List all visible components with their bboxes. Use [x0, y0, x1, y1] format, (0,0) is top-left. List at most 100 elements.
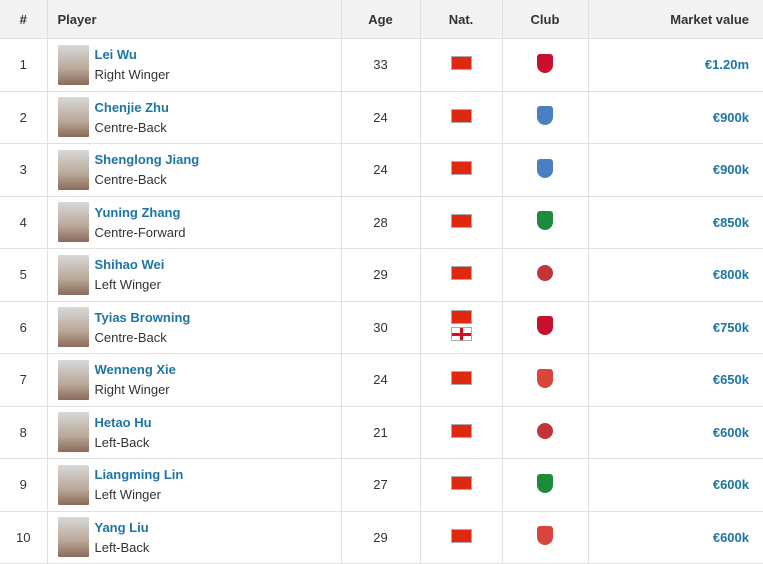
rank: 2: [0, 90, 48, 144]
player-position: Right Winger: [94, 67, 170, 83]
table-row: 6 Tyias Browning Centre-Back 30 €750k: [0, 300, 763, 354]
market-value-link[interactable]: €900k: [712, 162, 749, 178]
nationality-header[interactable]: Nat.: [419, 0, 503, 39]
shanghai-port-crest-icon[interactable]: [537, 316, 553, 336]
player-position: Right Winger: [94, 382, 170, 398]
age: 21: [340, 405, 421, 459]
player-photo[interactable]: [57, 44, 89, 85]
market-value-link[interactable]: €600k: [712, 424, 749, 440]
rank: 3: [0, 143, 48, 197]
player-name-link[interactable]: Liangming Lin: [94, 467, 184, 483]
red-round-crest-icon[interactable]: [537, 265, 553, 282]
shanghai-shenhua-crest-icon[interactable]: [537, 106, 553, 126]
table-row: 9 Liangming Lin Left Winger 27 €600k: [0, 458, 763, 512]
player-name-link[interactable]: Tyias Browning: [94, 309, 191, 325]
player-position: Left-Back: [94, 539, 150, 555]
nationality: [419, 458, 503, 512]
player-photo[interactable]: [57, 149, 89, 190]
red-round-crest-icon[interactable]: [537, 422, 553, 439]
flag-china-icon: [450, 56, 472, 71]
rank: 6: [0, 300, 48, 354]
nationality: [419, 195, 503, 249]
age: 24: [340, 143, 421, 197]
market-value-header[interactable]: Market value: [587, 0, 763, 39]
player-position: Left Winger: [94, 277, 161, 293]
table-row: 5 Shihao Wei Left Winger 29 €800k: [0, 248, 763, 302]
flag-china-icon: [450, 310, 472, 325]
table-row: 10 Yang Liu Left-Back 29 €600k: [0, 510, 763, 564]
player-photo[interactable]: [57, 517, 89, 558]
market-value-link[interactable]: €650k: [712, 372, 749, 388]
shanghai-shenhua-crest-icon[interactable]: [537, 158, 553, 178]
flag-china-icon: [450, 108, 472, 123]
market-value-link[interactable]: €900k: [712, 109, 749, 125]
nationality: [419, 405, 503, 459]
beijing-guoan-crest-icon[interactable]: [537, 211, 553, 231]
rank: 7: [0, 353, 48, 407]
player-name-link[interactable]: Shihao Wei: [94, 257, 165, 273]
beijing-guoan-crest-icon[interactable]: [537, 473, 553, 493]
player-name-link[interactable]: Yang Liu: [94, 519, 149, 535]
player-name-link[interactable]: Wenneng Xie: [94, 362, 176, 378]
flag-england-icon: [450, 327, 472, 342]
nationality: [419, 248, 503, 302]
player-photo[interactable]: [57, 412, 89, 453]
market-value-link[interactable]: €600k: [712, 477, 749, 493]
nationality: [419, 90, 503, 144]
shanghai-port-crest-icon[interactable]: [537, 53, 553, 73]
age: 29: [340, 510, 421, 564]
player-photo[interactable]: [57, 254, 89, 295]
age: 28: [340, 195, 421, 249]
player-photo[interactable]: [57, 307, 89, 348]
player-photo[interactable]: [57, 359, 89, 400]
age: 24: [340, 353, 421, 407]
flag-china-icon: [450, 423, 472, 438]
player-name-link[interactable]: Lei Wu: [94, 47, 137, 63]
nationality: [419, 38, 503, 92]
nationality: [419, 143, 503, 197]
player-photo[interactable]: [57, 464, 89, 505]
table-row: 3 Shenglong Jiang Centre-Back 24 €900k: [0, 143, 763, 197]
rank: 5: [0, 248, 48, 302]
market-value-link[interactable]: €850k: [712, 214, 749, 230]
age: 27: [340, 458, 421, 512]
club-header[interactable]: Club: [501, 0, 589, 39]
nationality: [419, 510, 503, 564]
player-name-link[interactable]: Chenjie Zhu: [94, 99, 169, 115]
rank: 10: [0, 510, 48, 564]
player-position: Centre-Forward: [94, 224, 186, 240]
age: 33: [340, 38, 421, 92]
flag-china-icon: [450, 476, 472, 491]
player-position: Left Winger: [94, 487, 161, 503]
market-value-link[interactable]: €1.20m: [704, 57, 749, 73]
player-position: Centre-Back: [94, 119, 167, 135]
table-row: 2 Chenjie Zhu Centre-Back 24 €900k: [0, 90, 763, 144]
table-row: 1 Lei Wu Right Winger 33 €1.20m: [0, 38, 763, 92]
chengdu-crest-icon[interactable]: [537, 526, 553, 546]
age-header[interactable]: Age: [340, 0, 421, 39]
player-position: Left-Back: [94, 434, 150, 450]
chengdu-crest-icon[interactable]: [537, 368, 553, 388]
market-value-link[interactable]: €750k: [712, 319, 749, 335]
rank: 4: [0, 195, 48, 249]
player-name-link[interactable]: Yuning Zhang: [94, 204, 181, 220]
rank-header[interactable]: #: [0, 0, 48, 39]
rank: 1: [0, 38, 48, 92]
table-row: 7 Wenneng Xie Right Winger 24 €650k: [0, 353, 763, 407]
nationality: [419, 353, 503, 407]
nationality: [419, 300, 503, 354]
table-row: 4 Yuning Zhang Centre-Forward 28 €850k: [0, 195, 763, 249]
flag-china-icon: [450, 266, 472, 281]
rank: 8: [0, 405, 48, 459]
player-position: Centre-Back: [94, 329, 167, 345]
age: 29: [340, 248, 421, 302]
player-photo[interactable]: [57, 202, 89, 243]
flag-china-icon: [450, 161, 472, 176]
rank: 9: [0, 458, 48, 512]
market-value-link[interactable]: €800k: [712, 267, 749, 283]
player-photo[interactable]: [57, 97, 89, 138]
market-value-link[interactable]: €600k: [712, 529, 749, 545]
player-header[interactable]: Player: [46, 0, 342, 39]
player-name-link[interactable]: Hetao Hu: [94, 414, 152, 430]
player-name-link[interactable]: Shenglong Jiang: [94, 152, 200, 168]
